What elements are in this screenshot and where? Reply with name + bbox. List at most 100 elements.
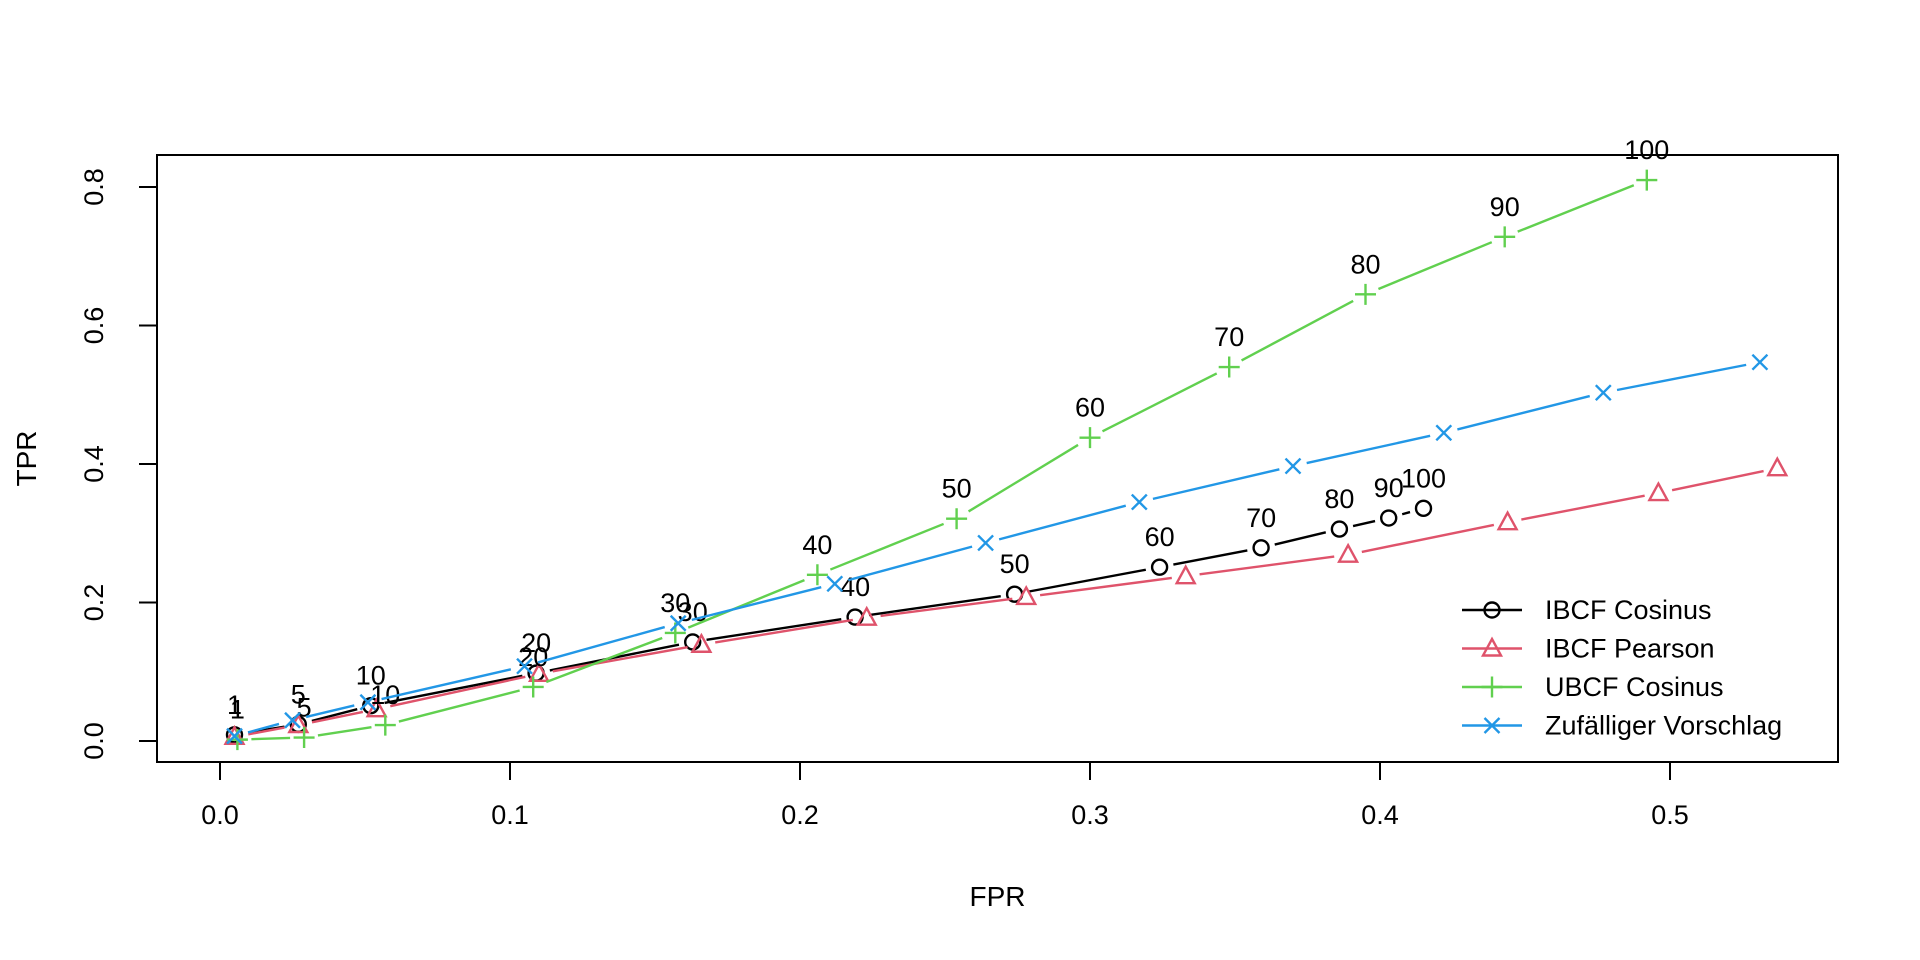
- series-segment: [537, 625, 666, 664]
- point-label: 50: [942, 474, 972, 504]
- series-segment: [1039, 576, 1172, 597]
- series-segment: [1521, 494, 1645, 521]
- y-axis-title: TPR: [11, 431, 42, 487]
- series-segment: [998, 504, 1127, 541]
- series-segment: [381, 668, 512, 701]
- x-marker: [826, 575, 844, 593]
- series-segment: [715, 618, 854, 644]
- series-segment: [311, 710, 364, 724]
- circle-marker: [1414, 499, 1433, 518]
- x-marker: [1483, 717, 1501, 734]
- legend-item-ibcf-cosinus: IBCF Cosinus: [1462, 595, 1712, 625]
- x-marker: [284, 711, 301, 729]
- triangle-marker: [1337, 542, 1360, 563]
- y-tick-label: 0.6: [79, 307, 109, 345]
- point-label: 30: [660, 588, 690, 618]
- x-marker: [669, 614, 687, 632]
- series-zuf-lliger-vorschlag: [226, 353, 1769, 745]
- series-segment: [1377, 241, 1493, 291]
- triangle-marker: [1496, 510, 1519, 531]
- circle-marker: [1379, 509, 1398, 527]
- series-segment: [1401, 510, 1411, 516]
- series-ibcf-pearson: [223, 456, 1789, 746]
- legend-item-ubcf-cosinus: UBCF Cosinus: [1462, 672, 1724, 702]
- series-segment: [847, 545, 973, 582]
- series-segment: [549, 643, 680, 672]
- series-segment: [247, 722, 280, 734]
- point-label: 40: [802, 530, 832, 560]
- plus-marker: [1079, 427, 1101, 449]
- point-label: 5: [291, 679, 306, 709]
- triangle-marker: [1480, 636, 1504, 657]
- x-tick-label: 0.2: [781, 800, 819, 830]
- x-marker: [359, 693, 377, 711]
- plus-marker: [293, 727, 315, 749]
- triangle-marker: [690, 632, 713, 653]
- legend-item-ibcf-pearson: IBCF Pearson: [1462, 634, 1715, 664]
- series-segment: [868, 594, 1001, 617]
- point-label: 50: [1000, 549, 1030, 579]
- triangle-marker: [1766, 456, 1789, 477]
- series-segment: [706, 617, 842, 642]
- point-label: 70: [1214, 322, 1244, 352]
- plus-marker: [1355, 283, 1376, 305]
- x-marker: [1284, 457, 1302, 475]
- series-segment: [1517, 184, 1635, 233]
- point-label: 100: [1624, 135, 1669, 165]
- plus-marker: [374, 714, 396, 736]
- series-segment: [317, 726, 372, 737]
- series-segment: [1616, 363, 1747, 392]
- y-tick-label: 0.8: [79, 168, 109, 206]
- y-tick-label: 0.2: [79, 584, 109, 622]
- point-label: 60: [1145, 522, 1175, 552]
- circle-marker: [1330, 520, 1349, 538]
- series-segment: [1352, 519, 1376, 528]
- series-segment: [384, 674, 523, 705]
- series-segment: [1306, 434, 1431, 465]
- x-tick-label: 0.5: [1651, 800, 1689, 830]
- y-tick-label: 0.4: [79, 445, 109, 483]
- series-segment: [398, 689, 520, 723]
- point-label: 100: [1401, 463, 1446, 493]
- point-label: 80: [1324, 484, 1354, 514]
- plus-marker: [946, 508, 968, 530]
- x-tick-label: 0.4: [1361, 800, 1399, 830]
- plus-marker: [1218, 356, 1240, 378]
- plus-marker: [806, 564, 828, 586]
- point-label: 5: [297, 693, 312, 723]
- triangle-marker: [1174, 564, 1197, 585]
- series-segment: [687, 578, 805, 629]
- x-marker: [977, 534, 994, 552]
- series-segment: [1457, 394, 1591, 431]
- series-segment: [251, 736, 291, 741]
- point-label: 60: [1075, 393, 1105, 423]
- y-axis: 0.0 0.2 0.4 0.6 0.8 TPR: [11, 168, 157, 760]
- plus-marker: [1636, 169, 1658, 191]
- legend-label: UBCF Cosinus: [1545, 672, 1724, 702]
- series-segment: [880, 597, 1013, 618]
- series-segment: [1671, 469, 1764, 492]
- circle-marker: [1150, 558, 1169, 576]
- series-segment: [248, 726, 285, 736]
- triangle-marker: [1647, 481, 1670, 502]
- plus-marker: [1481, 676, 1503, 698]
- point-label: 90: [1490, 192, 1520, 222]
- y-tick-label: 0.0: [79, 722, 109, 760]
- x-marker: [516, 657, 533, 675]
- series-segment: [1173, 549, 1248, 566]
- legend: IBCF Cosinus IBCF Pearson UBCF Cosinus Zufä…: [1462, 595, 1782, 741]
- series-segment: [311, 708, 358, 723]
- triangle-marker: [223, 724, 246, 746]
- series-segment: [1199, 555, 1335, 576]
- series-segment: [1152, 468, 1280, 501]
- x-marker: [1751, 353, 1769, 371]
- series-segment: [1361, 523, 1495, 554]
- circle-marker: [1483, 601, 1501, 619]
- point-label: 20: [521, 628, 551, 658]
- x-tick-label: 0.3: [1071, 800, 1109, 830]
- x-marker: [1435, 424, 1453, 442]
- series-segment: [967, 443, 1079, 513]
